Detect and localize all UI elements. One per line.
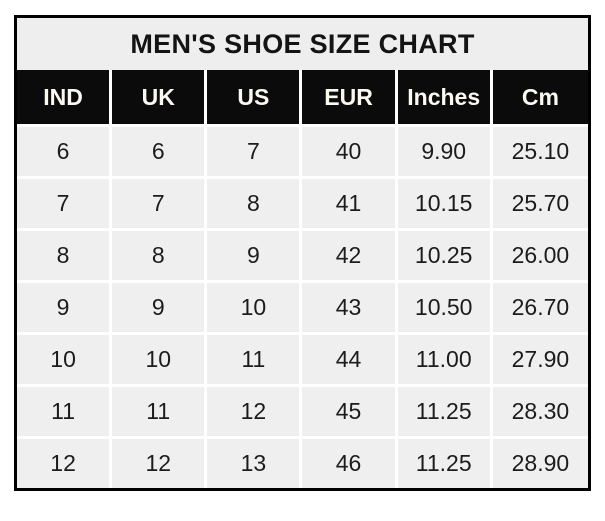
table-cell: 41 — [302, 176, 398, 228]
column-header-uk: UK — [112, 70, 208, 124]
table-cell: 11 — [17, 384, 113, 436]
table-cell: 6 — [112, 124, 208, 176]
table-cell: 7 — [112, 176, 208, 228]
table-cell: 25.70 — [492, 176, 588, 228]
table-cell: 11 — [112, 384, 208, 436]
table-row: 11 11 12 45 11.25 28.30 — [17, 384, 588, 436]
table-cell: 8 — [17, 228, 113, 280]
table-cell: 12 — [112, 436, 208, 488]
table-cell: 12 — [17, 436, 113, 488]
table-cell: 10.15 — [397, 176, 493, 228]
table-cell: 45 — [302, 384, 398, 436]
size-table: IND UK US EUR Inches Cm 6 6 7 40 9.90 25.10 7 7… — [17, 70, 588, 488]
table-cell: 10 — [112, 332, 208, 384]
table-cell: 10.25 — [397, 228, 493, 280]
shoe-size-chart: MEN'S SHOE SIZE CHART IND UK US EUR Inch… — [14, 15, 591, 491]
table-cell: 11 — [207, 332, 303, 384]
table-row: 12 12 13 46 11.25 28.90 — [17, 436, 588, 488]
table-row: 8 8 9 42 10.25 26.00 — [17, 228, 588, 280]
table-cell: 25.10 — [492, 124, 588, 176]
table-cell: 8 — [112, 228, 208, 280]
table-cell: 28.90 — [492, 436, 588, 488]
table-cell: 10 — [207, 280, 303, 332]
table-cell: 9 — [112, 280, 208, 332]
table-cell: 26.00 — [492, 228, 588, 280]
table-cell: 11.25 — [397, 436, 493, 488]
column-header-cm: Cm — [492, 70, 588, 124]
table-cell: 28.30 — [492, 384, 588, 436]
table-cell: 46 — [302, 436, 398, 488]
table-cell: 40 — [302, 124, 398, 176]
table-cell: 9 — [207, 228, 303, 280]
chart-title: MEN'S SHOE SIZE CHART — [17, 18, 588, 70]
table-cell: 9 — [17, 280, 113, 332]
column-header-eur: EUR — [302, 70, 398, 124]
table-cell: 27.90 — [492, 332, 588, 384]
table-header: IND UK US EUR Inches Cm — [17, 70, 588, 124]
table-row: 6 6 7 40 9.90 25.10 — [17, 124, 588, 176]
table-cell: 13 — [207, 436, 303, 488]
table-body: 6 6 7 40 9.90 25.10 7 7 8 41 10.15 25.70 8 8 9 42 10.25 2… — [17, 124, 588, 488]
table-cell: 7 — [17, 176, 113, 228]
table-cell: 6 — [17, 124, 113, 176]
table-cell: 11.25 — [397, 384, 493, 436]
table-cell: 26.70 — [492, 280, 588, 332]
table-cell: 11.00 — [397, 332, 493, 384]
table-cell: 9.90 — [397, 124, 493, 176]
table-cell: 42 — [302, 228, 398, 280]
table-row: 9 9 10 43 10.50 26.70 — [17, 280, 588, 332]
column-header-us: US — [207, 70, 303, 124]
table-cell: 10 — [17, 332, 113, 384]
table-header-row: IND UK US EUR Inches Cm — [17, 70, 588, 124]
table-cell: 44 — [302, 332, 398, 384]
table-cell: 43 — [302, 280, 398, 332]
column-header-inches: Inches — [397, 70, 493, 124]
table-row: 7 7 8 41 10.15 25.70 — [17, 176, 588, 228]
table-row: 10 10 11 44 11.00 27.90 — [17, 332, 588, 384]
table-cell: 7 — [207, 124, 303, 176]
table-cell: 10.50 — [397, 280, 493, 332]
table-cell: 8 — [207, 176, 303, 228]
column-header-ind: IND — [17, 70, 113, 124]
table-cell: 12 — [207, 384, 303, 436]
